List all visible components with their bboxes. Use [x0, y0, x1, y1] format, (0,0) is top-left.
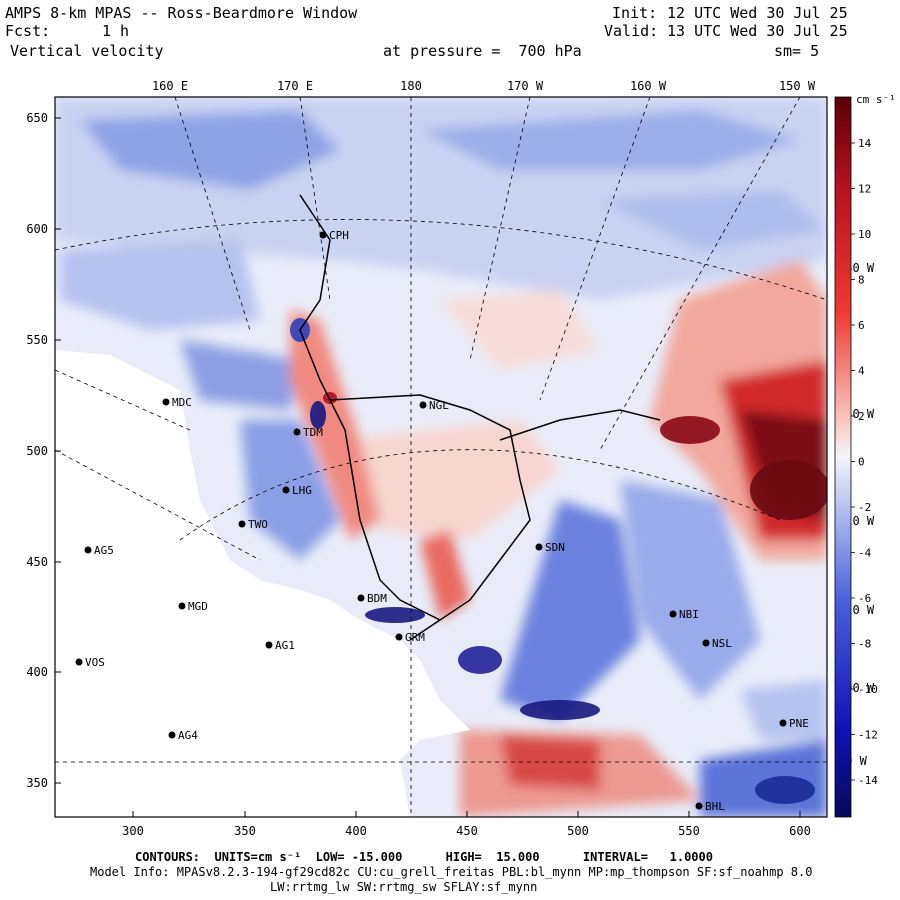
station-dot: [419, 401, 427, 409]
station-label: AG1: [275, 639, 295, 652]
station-label: VOS: [85, 656, 105, 669]
map-title: AMPS 8-km MPAS -- Ross-Beardmore Window: [5, 4, 358, 22]
colorbar-label: 12: [858, 183, 871, 196]
station-dot: [238, 520, 246, 528]
colorbar-label: -4: [858, 547, 872, 560]
station-dot: [357, 594, 365, 602]
station-dot: [75, 658, 83, 666]
x-tick-label: 350: [234, 824, 256, 838]
x-tick-label: 500: [567, 824, 589, 838]
station-label: NBI: [679, 608, 699, 621]
station-label: NGL: [429, 399, 449, 412]
vertical-velocity-field: [55, 97, 827, 817]
plot-frame: [54, 96, 828, 818]
x-tick-label: 550: [678, 824, 700, 838]
y-tick-label: 400: [26, 665, 48, 679]
y-tick-label: 450: [26, 555, 48, 569]
y-tick-label: 650: [26, 111, 48, 125]
pressure-level: at pressure = 700 hPa: [383, 42, 582, 60]
top-longitude-label: 170 E: [277, 79, 313, 93]
station-markers: CPH MDC NGL TDM LHG TWO AG5 SDN MGD BDM AG1 GRM VOS N…: [75, 229, 809, 813]
top-longitude-label: 160 E: [152, 79, 188, 93]
colorbar-label: 8: [858, 274, 865, 287]
top-longitude-ticks: 160 E 170 E 180 170 W 160 W 150 W: [152, 79, 816, 93]
station-label: BDM: [367, 592, 387, 605]
station-dot: [84, 546, 92, 554]
station-label: AG5: [94, 544, 114, 557]
top-longitude-label: 160 W: [630, 79, 667, 93]
station-dot: [319, 231, 327, 239]
station-dot: [162, 398, 170, 406]
station-label: BHL: [705, 800, 725, 813]
station-dot: [669, 610, 677, 618]
station-label: CPH: [329, 229, 349, 242]
station-label: TDM: [303, 426, 323, 439]
y-tick-label: 350: [26, 776, 48, 790]
station-dot: [178, 602, 186, 610]
top-longitude-label: 150 W: [779, 79, 816, 93]
station-label: TWO: [248, 518, 268, 531]
colorbar-label: -10: [858, 683, 878, 696]
station-dot: [265, 641, 273, 649]
station-dot: [293, 428, 301, 436]
y-axis-ticks: 650 600 550 500 450 400 350: [26, 111, 61, 790]
init-label: Init:: [612, 4, 658, 22]
station-label: LHG: [292, 484, 312, 497]
top-longitude-label: 180: [400, 79, 422, 93]
station-dot: [535, 543, 543, 551]
valid-label: Valid:: [604, 22, 659, 40]
colorbar-label: -8: [858, 638, 871, 651]
station-dot: [395, 633, 403, 641]
station-label: SDN: [545, 541, 565, 554]
smoothing-value: sm= 5: [774, 42, 820, 60]
station-dot: [779, 719, 787, 727]
model-info-physics: LW:rrtmg_lw SW:rrtmg_sw SFLAY:sf_mynn: [270, 880, 538, 894]
y-tick-label: 500: [26, 444, 48, 458]
contours-info: CONTOURS: UNITS=cm s⁻¹ LOW= -15.000 HIGH…: [135, 850, 713, 864]
x-axis-ticks: 300 350 400 450 500 550 600: [122, 811, 811, 838]
x-tick-label: 300: [122, 824, 144, 838]
init-time: 12 UTC Wed 30 Jul 25: [667, 4, 848, 22]
colorbar-units: cm s⁻¹: [856, 93, 896, 106]
colorbar-label: -12: [858, 729, 878, 742]
colorbar-label: -14: [858, 774, 878, 787]
colorbar-label: -2: [858, 501, 871, 514]
y-tick-label: 600: [26, 222, 48, 236]
colorbar-label: 0: [858, 456, 865, 469]
colorbar-label: 6: [858, 319, 865, 332]
station-dot: [168, 731, 176, 739]
station-label: GRM: [405, 631, 425, 644]
station-dot: [282, 486, 290, 494]
colorbar-label: -6: [858, 592, 871, 605]
station-label: NSL: [712, 637, 732, 650]
x-tick-label: 600: [789, 824, 811, 838]
x-tick-label: 450: [456, 824, 478, 838]
colorbar-label: 2: [858, 410, 865, 423]
y-tick-label: 550: [26, 333, 48, 347]
station-label: MGD: [188, 600, 208, 613]
station-label: MDC: [172, 396, 192, 409]
x-tick-label: 400: [345, 824, 367, 838]
forecast-label: Fcst:: [5, 22, 51, 40]
station-dot: [695, 802, 703, 810]
station-label: PNE: [789, 717, 809, 730]
forecast-hour: 1 h: [102, 22, 130, 40]
valid-time: 13 UTC Wed 30 Jul 25: [667, 22, 848, 40]
colorbar-label: 10: [858, 228, 871, 241]
station-label: AG4: [178, 729, 198, 742]
top-longitude-label: 170 W: [507, 79, 544, 93]
colorbar: cm s⁻¹ 14 12 10 8 6 4 2 0 -2 -4 -6 -8 -10 -12 -14: [834, 93, 896, 818]
colorbar-label: 4: [858, 365, 865, 378]
station-dot: [702, 639, 710, 647]
model-info: Model Info: MPASv8.2.3-194-gf29cd82c CU:…: [90, 865, 813, 879]
colorbar-label: 14: [858, 137, 872, 150]
field-name: Vertical velocity: [10, 42, 164, 60]
